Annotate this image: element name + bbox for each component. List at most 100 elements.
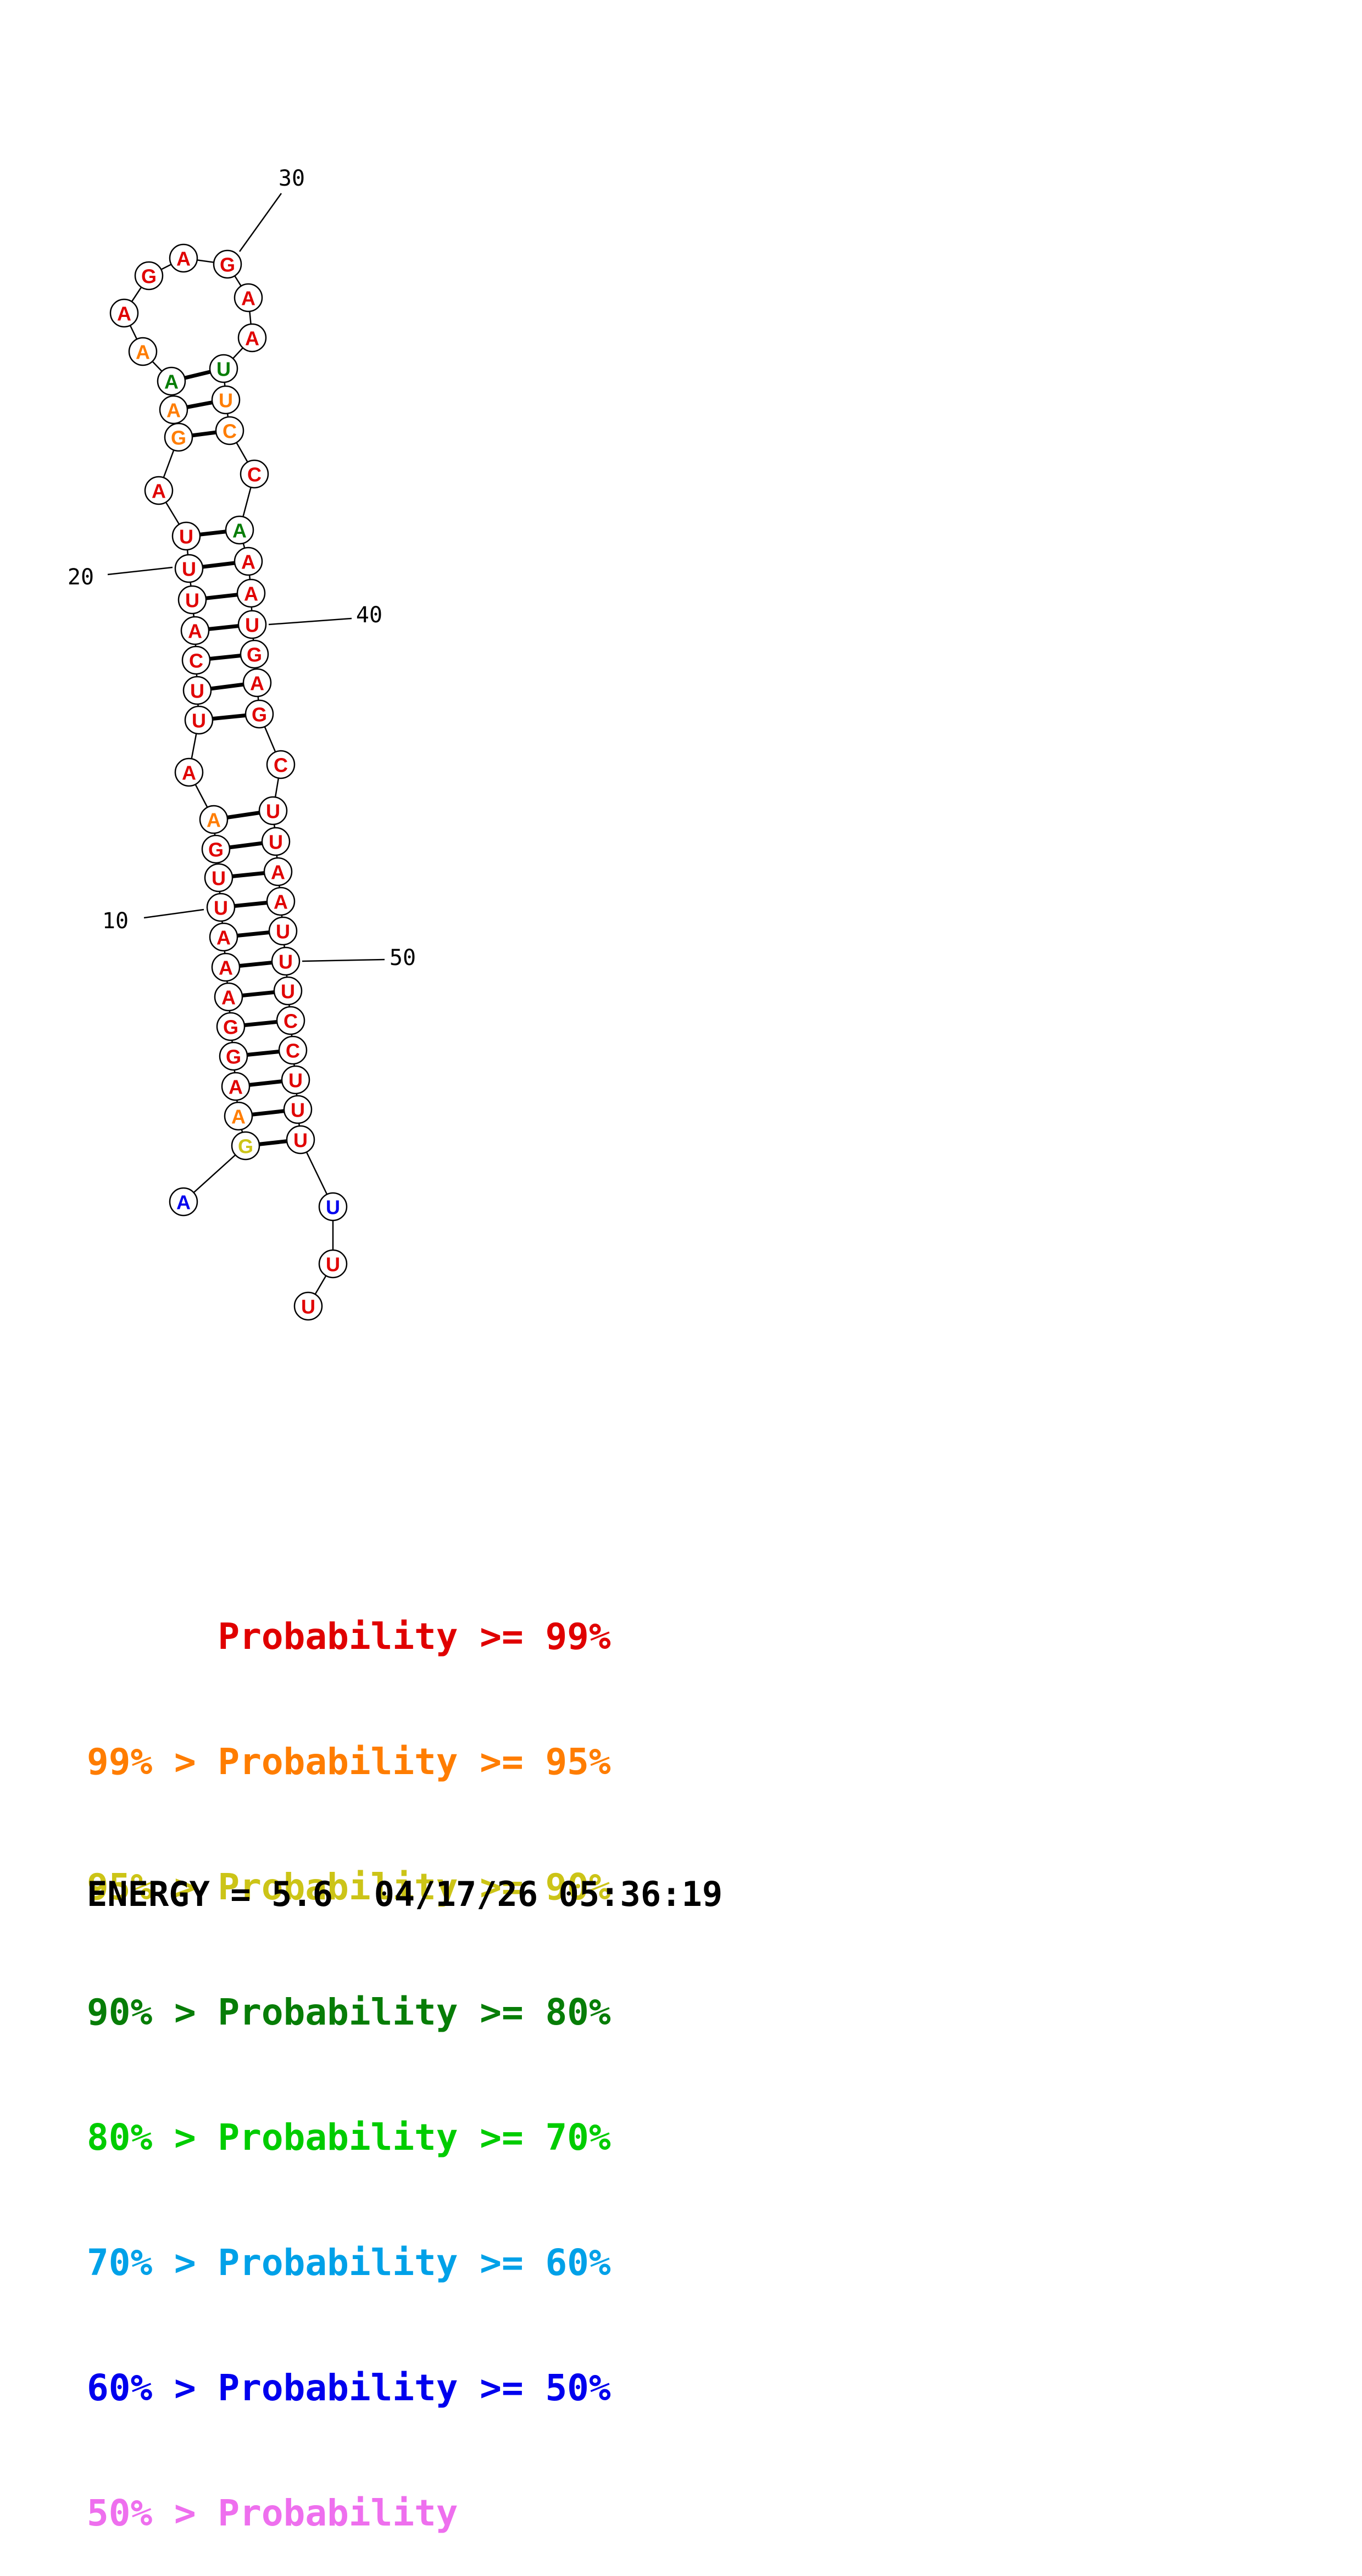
nucleotide-38: A — [234, 547, 263, 576]
nucleotide-base: G — [226, 1046, 241, 1068]
nucleotide-circle — [263, 857, 293, 886]
nucleotide-base: G — [220, 254, 235, 276]
legend-item-prob-70-80: 80% > Probability >= 70% — [87, 2116, 611, 2159]
nucleotide-circle — [214, 982, 243, 1012]
nucleotide-32: A — [237, 323, 267, 353]
nucleotide-58: U — [318, 1249, 348, 1279]
nucleotide-base: U — [293, 1129, 308, 1152]
nucleotide-base: U — [326, 1196, 340, 1219]
nucleotide-23: G — [164, 422, 193, 452]
legend-item-prob-50-60: 60% > Probability >= 50% — [87, 2367, 611, 2409]
nucleotide-base: G — [223, 1016, 238, 1039]
nucleotide-circle — [281, 1065, 310, 1095]
nucleotide-base: A — [207, 809, 221, 832]
nucleotide-12: G — [201, 834, 231, 864]
legend-item-prob-80-90: 90% > Probability >= 80% — [87, 1991, 611, 2033]
nucleotide-circle — [224, 1101, 253, 1131]
nucleotide-59: U — [293, 1291, 323, 1321]
nucleotide-circle — [293, 1291, 323, 1321]
nucleotide-circle — [174, 757, 204, 787]
nucleotide-50: U — [271, 946, 301, 976]
nucleotide-circle — [219, 1041, 248, 1071]
nucleotide-circle — [286, 1125, 315, 1155]
nucleotide-54: U — [281, 1065, 310, 1095]
nucleotide-base: A — [244, 583, 258, 605]
nucleotide-circle — [237, 610, 267, 639]
nucleotide-22: A — [144, 476, 174, 505]
nucleotide-base: A — [182, 762, 196, 784]
nucleotide-circle — [209, 354, 238, 383]
nucleotide-21: U — [171, 521, 201, 551]
nucleotide-base: A — [216, 927, 231, 949]
position-leader-line — [238, 193, 282, 252]
nucleotide-base: A — [221, 986, 236, 1009]
nucleotide-circle — [134, 261, 164, 291]
nucleotide-circle — [201, 834, 231, 864]
nucleotide-circle — [244, 699, 274, 729]
nucleotide-circle — [278, 1035, 308, 1065]
nucleotide-52: C — [276, 1006, 305, 1035]
nucleotide-circle — [216, 1012, 246, 1041]
nucleotide-18: A — [180, 616, 210, 645]
nucleotide-base: C — [274, 754, 288, 777]
nucleotide-circle — [283, 1095, 313, 1124]
nucleotide-circle — [144, 476, 174, 505]
nucleotide-base: G — [171, 427, 186, 449]
nucleotide-base: C — [283, 1010, 298, 1033]
nucleotide-13: A — [199, 805, 229, 834]
nucleotide-circle — [273, 976, 303, 1006]
nucleotide-base: A — [188, 620, 202, 643]
nucleotide-base: U — [179, 526, 193, 548]
nucleotide-base: A — [231, 1106, 246, 1128]
nucleotide-base: U — [291, 1099, 305, 1122]
nucleotide-base: A — [176, 248, 191, 270]
nucleotide-base: U — [279, 951, 293, 973]
nucleotide-circle — [318, 1192, 348, 1222]
nucleotide-1: A — [169, 1187, 198, 1217]
nucleotide-45: U — [258, 796, 288, 826]
nucleotide-base: G — [247, 644, 262, 666]
nucleotide-26: A — [128, 337, 158, 366]
nucleotide-43: G — [244, 699, 274, 729]
nucleotide-circle — [174, 554, 204, 583]
nucleotide-circle — [164, 422, 193, 452]
nucleotide-base: G — [141, 265, 157, 288]
nucleotide-circle — [266, 886, 296, 916]
nucleotide-circle — [171, 521, 201, 551]
nucleotide-circle — [159, 395, 188, 425]
nucleotide-30: G — [213, 249, 242, 279]
nucleotide-11: U — [204, 863, 234, 893]
position-leader-line — [143, 908, 204, 919]
nucleotide-base: A — [136, 341, 150, 364]
nucleotide-base: A — [176, 1191, 191, 1214]
nucleotide-circle — [215, 416, 244, 445]
nucleotide-base: U — [266, 800, 280, 823]
nucleotide-33: U — [209, 354, 238, 383]
nucleotide-circle — [234, 547, 263, 576]
nucleotide-base: U — [192, 710, 206, 732]
nucleotide-44: C — [266, 750, 296, 779]
nucleotide-circle — [109, 298, 139, 328]
nucleotide-circle — [242, 668, 272, 698]
nucleotide-circle — [157, 366, 186, 396]
nucleotide-base: U — [276, 921, 290, 943]
nucleotide-28: G — [134, 261, 164, 291]
nucleotide-circle — [258, 796, 288, 826]
nucleotide-base: A — [241, 551, 255, 573]
nucleotide-circle — [213, 249, 242, 279]
nucleotide-10: U — [206, 893, 236, 922]
legend-item-prob-99: Probability >= 99% — [87, 1615, 611, 1658]
nucleotide-46: U — [261, 827, 291, 856]
nucleotide-base: C — [286, 1040, 300, 1062]
nucleotide-base: U — [288, 1069, 303, 1092]
nucleotide-circle — [211, 952, 241, 982]
nucleotide-49: U — [268, 916, 298, 946]
nucleotide-base: A — [166, 399, 181, 422]
nucleotide-circle — [234, 283, 263, 313]
nucleotide-8: A — [211, 952, 241, 982]
legend-item-prob-95-99: 99% > Probability >= 95% — [87, 1741, 611, 1783]
nucleotide-base: A — [241, 287, 255, 310]
nucleotide-base: G — [208, 839, 224, 861]
nucleotide-37: A — [225, 515, 254, 545]
nucleotide-circle — [268, 916, 298, 946]
